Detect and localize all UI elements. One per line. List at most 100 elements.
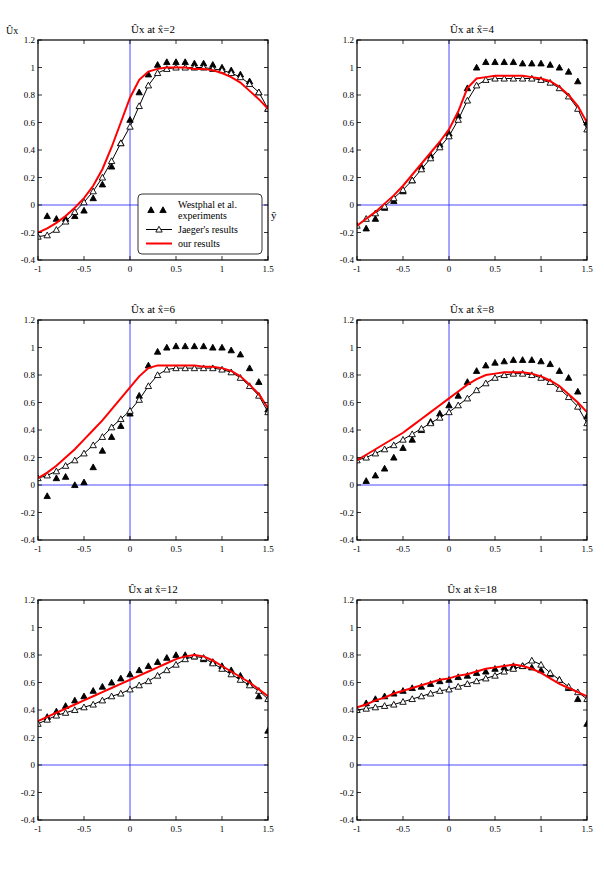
x-tick-label: 0.5: [170, 824, 182, 834]
data-point: [363, 705, 369, 711]
data-point: [99, 434, 105, 440]
x-tick: [357, 320, 358, 540]
zero-line-y: [357, 205, 587, 206]
x-tick-label: 0.5: [170, 544, 182, 554]
data-point: [427, 690, 433, 696]
data-point: [483, 59, 489, 65]
data-point: [44, 493, 50, 499]
data-point: [529, 657, 535, 663]
data-point: [136, 682, 142, 688]
legend-swatch: [146, 243, 172, 245]
zero-line-x: [130, 320, 131, 540]
y-tick-label: 0: [31, 200, 36, 210]
data-point: [510, 59, 516, 65]
y-tick-label: -0.2: [340, 508, 354, 518]
data-point: [391, 701, 397, 707]
y-tick: [357, 320, 587, 321]
data-point: [455, 402, 461, 408]
x-axis-label: ŷ: [271, 209, 277, 221]
data-point: [538, 60, 544, 66]
y-tick: [357, 792, 587, 793]
legend-label: our results: [178, 238, 220, 249]
data-point: [400, 436, 406, 442]
y-tick: [357, 710, 587, 711]
plot-frame: [357, 600, 587, 820]
data-point: [90, 688, 96, 694]
y-tick: [357, 402, 587, 403]
x-tick: [176, 600, 177, 820]
data-point: [72, 697, 78, 703]
y-tick: [357, 485, 587, 486]
y-tick-label: -0.2: [21, 228, 35, 238]
y-tick: [357, 682, 587, 683]
data-point: [372, 472, 378, 478]
data-point: [154, 372, 160, 378]
data-point: [200, 343, 206, 349]
data-point: [81, 693, 87, 699]
y-tick-label: -0.2: [340, 788, 354, 798]
data-point: [519, 60, 525, 66]
data-point: [99, 447, 105, 453]
y-tick: [38, 150, 268, 151]
y-tick: [38, 40, 268, 41]
data-point: [418, 425, 424, 431]
zero-line-x: [449, 320, 450, 540]
data-point: [53, 468, 59, 474]
x-tick: [38, 40, 39, 260]
data-point: [145, 383, 151, 389]
y-tick-label: 0.8: [343, 370, 355, 380]
y-axis-label: Ûx: [6, 25, 18, 36]
data-point: [464, 97, 470, 103]
x-tick: [449, 320, 450, 540]
x-tick-label: 1.5: [581, 544, 593, 554]
data-point: [400, 445, 406, 451]
series-line: [357, 661, 587, 711]
x-tick-label: -1: [34, 544, 42, 554]
data-point: [575, 696, 581, 702]
y-tick-label: 0.8: [24, 90, 36, 100]
x-tick-label: 1: [220, 824, 225, 834]
y-tick-label: 0.4: [24, 705, 36, 715]
x-tick: [357, 600, 358, 820]
data-point: [575, 388, 581, 394]
y-tick: [38, 320, 268, 321]
series-line: [357, 79, 587, 226]
data-point: [154, 62, 160, 68]
legend-swatch: [156, 226, 162, 232]
x-tick: [130, 600, 131, 820]
data-point: [108, 693, 114, 699]
y-tick-label: 0.4: [343, 705, 355, 715]
data-point: [547, 62, 553, 68]
x-tick: [357, 40, 358, 260]
data-point: [483, 362, 489, 368]
x-tick: [403, 40, 404, 260]
x-tick-label: 0.5: [489, 264, 501, 274]
data-point: [145, 678, 151, 684]
legend-swatch: [160, 207, 166, 213]
x-tick-label: 0: [447, 824, 452, 834]
data-point: [81, 704, 87, 710]
plot-frame: [357, 40, 587, 260]
data-point: [400, 699, 406, 705]
y-tick: [38, 792, 268, 793]
data-point: [547, 361, 553, 367]
y-tick-label: 0.2: [24, 453, 35, 463]
y-tick: [357, 457, 587, 458]
y-tick: [38, 485, 268, 486]
y-tick-label: 0: [350, 480, 355, 490]
plot-area: [38, 40, 268, 260]
y-tick: [38, 375, 268, 376]
x-tick-label: -0.5: [77, 544, 92, 554]
y-tick-label: 0.8: [343, 90, 355, 100]
data-point: [501, 59, 507, 65]
data-point: [53, 475, 59, 481]
y-tick: [38, 710, 268, 711]
data-point: [164, 366, 170, 372]
x-tick-label: 0.5: [489, 824, 501, 834]
y-tick-label: 0: [350, 200, 355, 210]
x-tick: [268, 40, 269, 260]
data-point: [455, 683, 461, 689]
x-tick: [84, 40, 85, 260]
data-point: [246, 81, 252, 87]
data-point: [108, 424, 114, 430]
